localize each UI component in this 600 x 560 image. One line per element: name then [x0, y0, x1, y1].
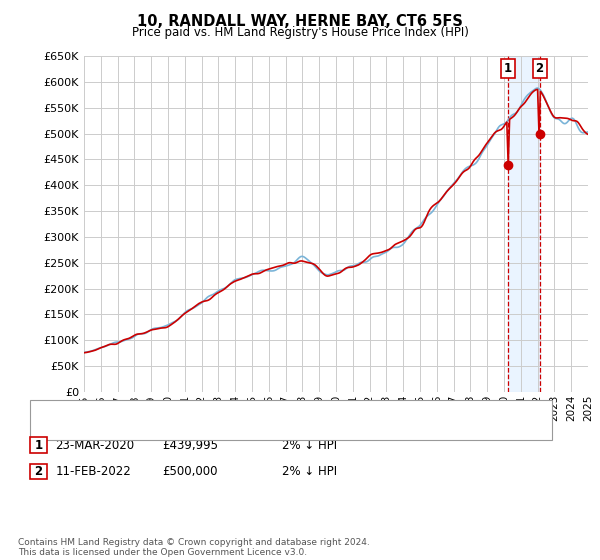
Text: 23-MAR-2020: 23-MAR-2020 — [55, 438, 134, 452]
Text: 2: 2 — [536, 62, 544, 75]
Text: 2: 2 — [34, 465, 43, 478]
Text: 2% ↓ HPI: 2% ↓ HPI — [282, 438, 337, 452]
Text: 10, RANDALL WAY, HERNE BAY, CT6 5FS (detached house): 10, RANDALL WAY, HERNE BAY, CT6 5FS (det… — [81, 403, 405, 413]
Text: 2% ↓ HPI: 2% ↓ HPI — [282, 465, 337, 478]
Text: Contains HM Land Registry data © Crown copyright and database right 2024.
This d: Contains HM Land Registry data © Crown c… — [18, 538, 370, 557]
Text: £500,000: £500,000 — [162, 465, 218, 478]
Text: HPI: Average price, detached house, Canterbury: HPI: Average price, detached house, Cant… — [81, 422, 350, 432]
Text: 1: 1 — [34, 438, 43, 452]
Bar — [508, 56, 539, 392]
Text: 10, RANDALL WAY, HERNE BAY, CT6 5FS: 10, RANDALL WAY, HERNE BAY, CT6 5FS — [137, 14, 463, 29]
Text: 11-FEB-2022: 11-FEB-2022 — [55, 465, 131, 478]
Text: 1: 1 — [503, 62, 512, 75]
Text: Price paid vs. HM Land Registry's House Price Index (HPI): Price paid vs. HM Land Registry's House … — [131, 26, 469, 39]
Text: £439,995: £439,995 — [162, 438, 218, 452]
